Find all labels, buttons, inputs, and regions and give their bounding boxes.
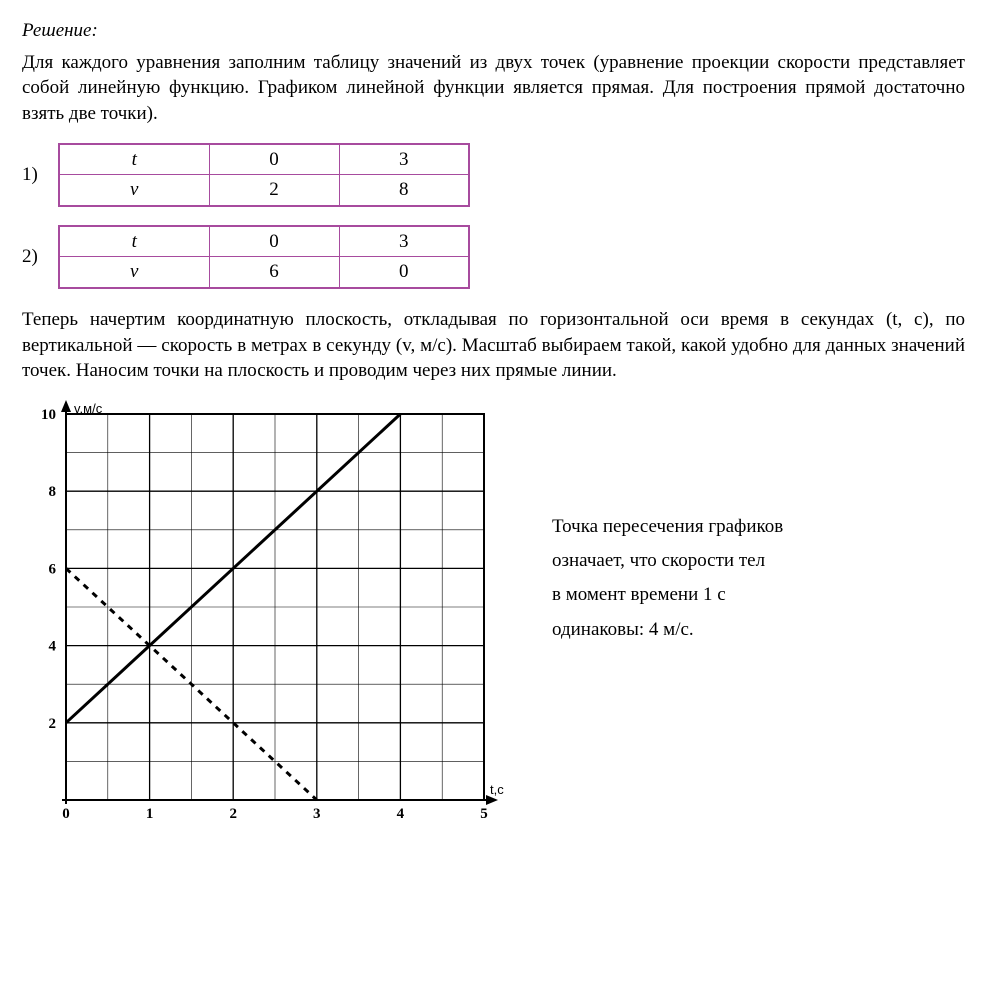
cell: 3 [339,226,469,257]
cell: 3 [339,144,469,175]
caption-line: одинаковы: 4 м/с. [552,613,965,647]
cell: t [59,144,209,175]
svg-text:v,м/с: v,м/с [74,401,103,416]
svg-text:5: 5 [480,806,488,822]
cell: 0 [209,144,339,175]
chart-row: 0 1 2 3 4 5 2 4 6 8 10 v,м/с t,с Точка пересечения г… [22,400,965,830]
caption-line: в момент времени 1 с [552,578,965,612]
svg-text:4: 4 [49,639,57,655]
svg-text:4: 4 [397,806,405,822]
chart-caption: Точка пересечения графиков означает, что… [552,400,965,647]
data-table: t 0 3 v 6 0 [58,225,470,289]
cell: 8 [339,175,469,206]
table-number: 2) [22,244,58,270]
cell: 6 [209,257,339,288]
tables-block: 1) t 0 3 v 2 8 2) t 0 3 v 6 0 [22,143,965,290]
svg-text:3: 3 [313,806,321,822]
data-table: t 0 3 v 2 8 [58,143,470,207]
table-row: v 6 0 [59,257,469,288]
paragraph-2: Теперь начертим координатную плоскость, … [22,307,965,384]
svg-text:t,с: t,с [490,782,504,797]
paragraph-1: Для каждого уравнения заполним таблицу з… [22,50,965,127]
svg-text:2: 2 [229,806,237,822]
cell: 2 [209,175,339,206]
svg-text:0: 0 [62,806,70,822]
cell: v [59,175,209,206]
table-row-2: 2) t 0 3 v 6 0 [22,225,965,289]
cell: v [59,257,209,288]
svg-text:6: 6 [49,561,57,577]
table-number: 1) [22,162,58,188]
velocity-chart: 0 1 2 3 4 5 2 4 6 8 10 v,м/с t,с [22,400,512,830]
caption-line: Точка пересечения графиков [552,510,965,544]
table-row: t 0 3 [59,226,469,257]
svg-text:8: 8 [49,484,57,500]
cell: 0 [339,257,469,288]
cell: 0 [209,226,339,257]
table-row: t 0 3 [59,144,469,175]
svg-text:10: 10 [41,407,56,423]
table-row-1: 1) t 0 3 v 2 8 [22,143,965,207]
solution-heading: Решение: [22,18,965,44]
caption-line: означает, что скорости тел [552,544,965,578]
svg-text:1: 1 [146,806,154,822]
svg-text:2: 2 [49,716,57,732]
cell: t [59,226,209,257]
table-row: v 2 8 [59,175,469,206]
chart-svg: 0 1 2 3 4 5 2 4 6 8 10 v,м/с t,с [22,400,512,830]
